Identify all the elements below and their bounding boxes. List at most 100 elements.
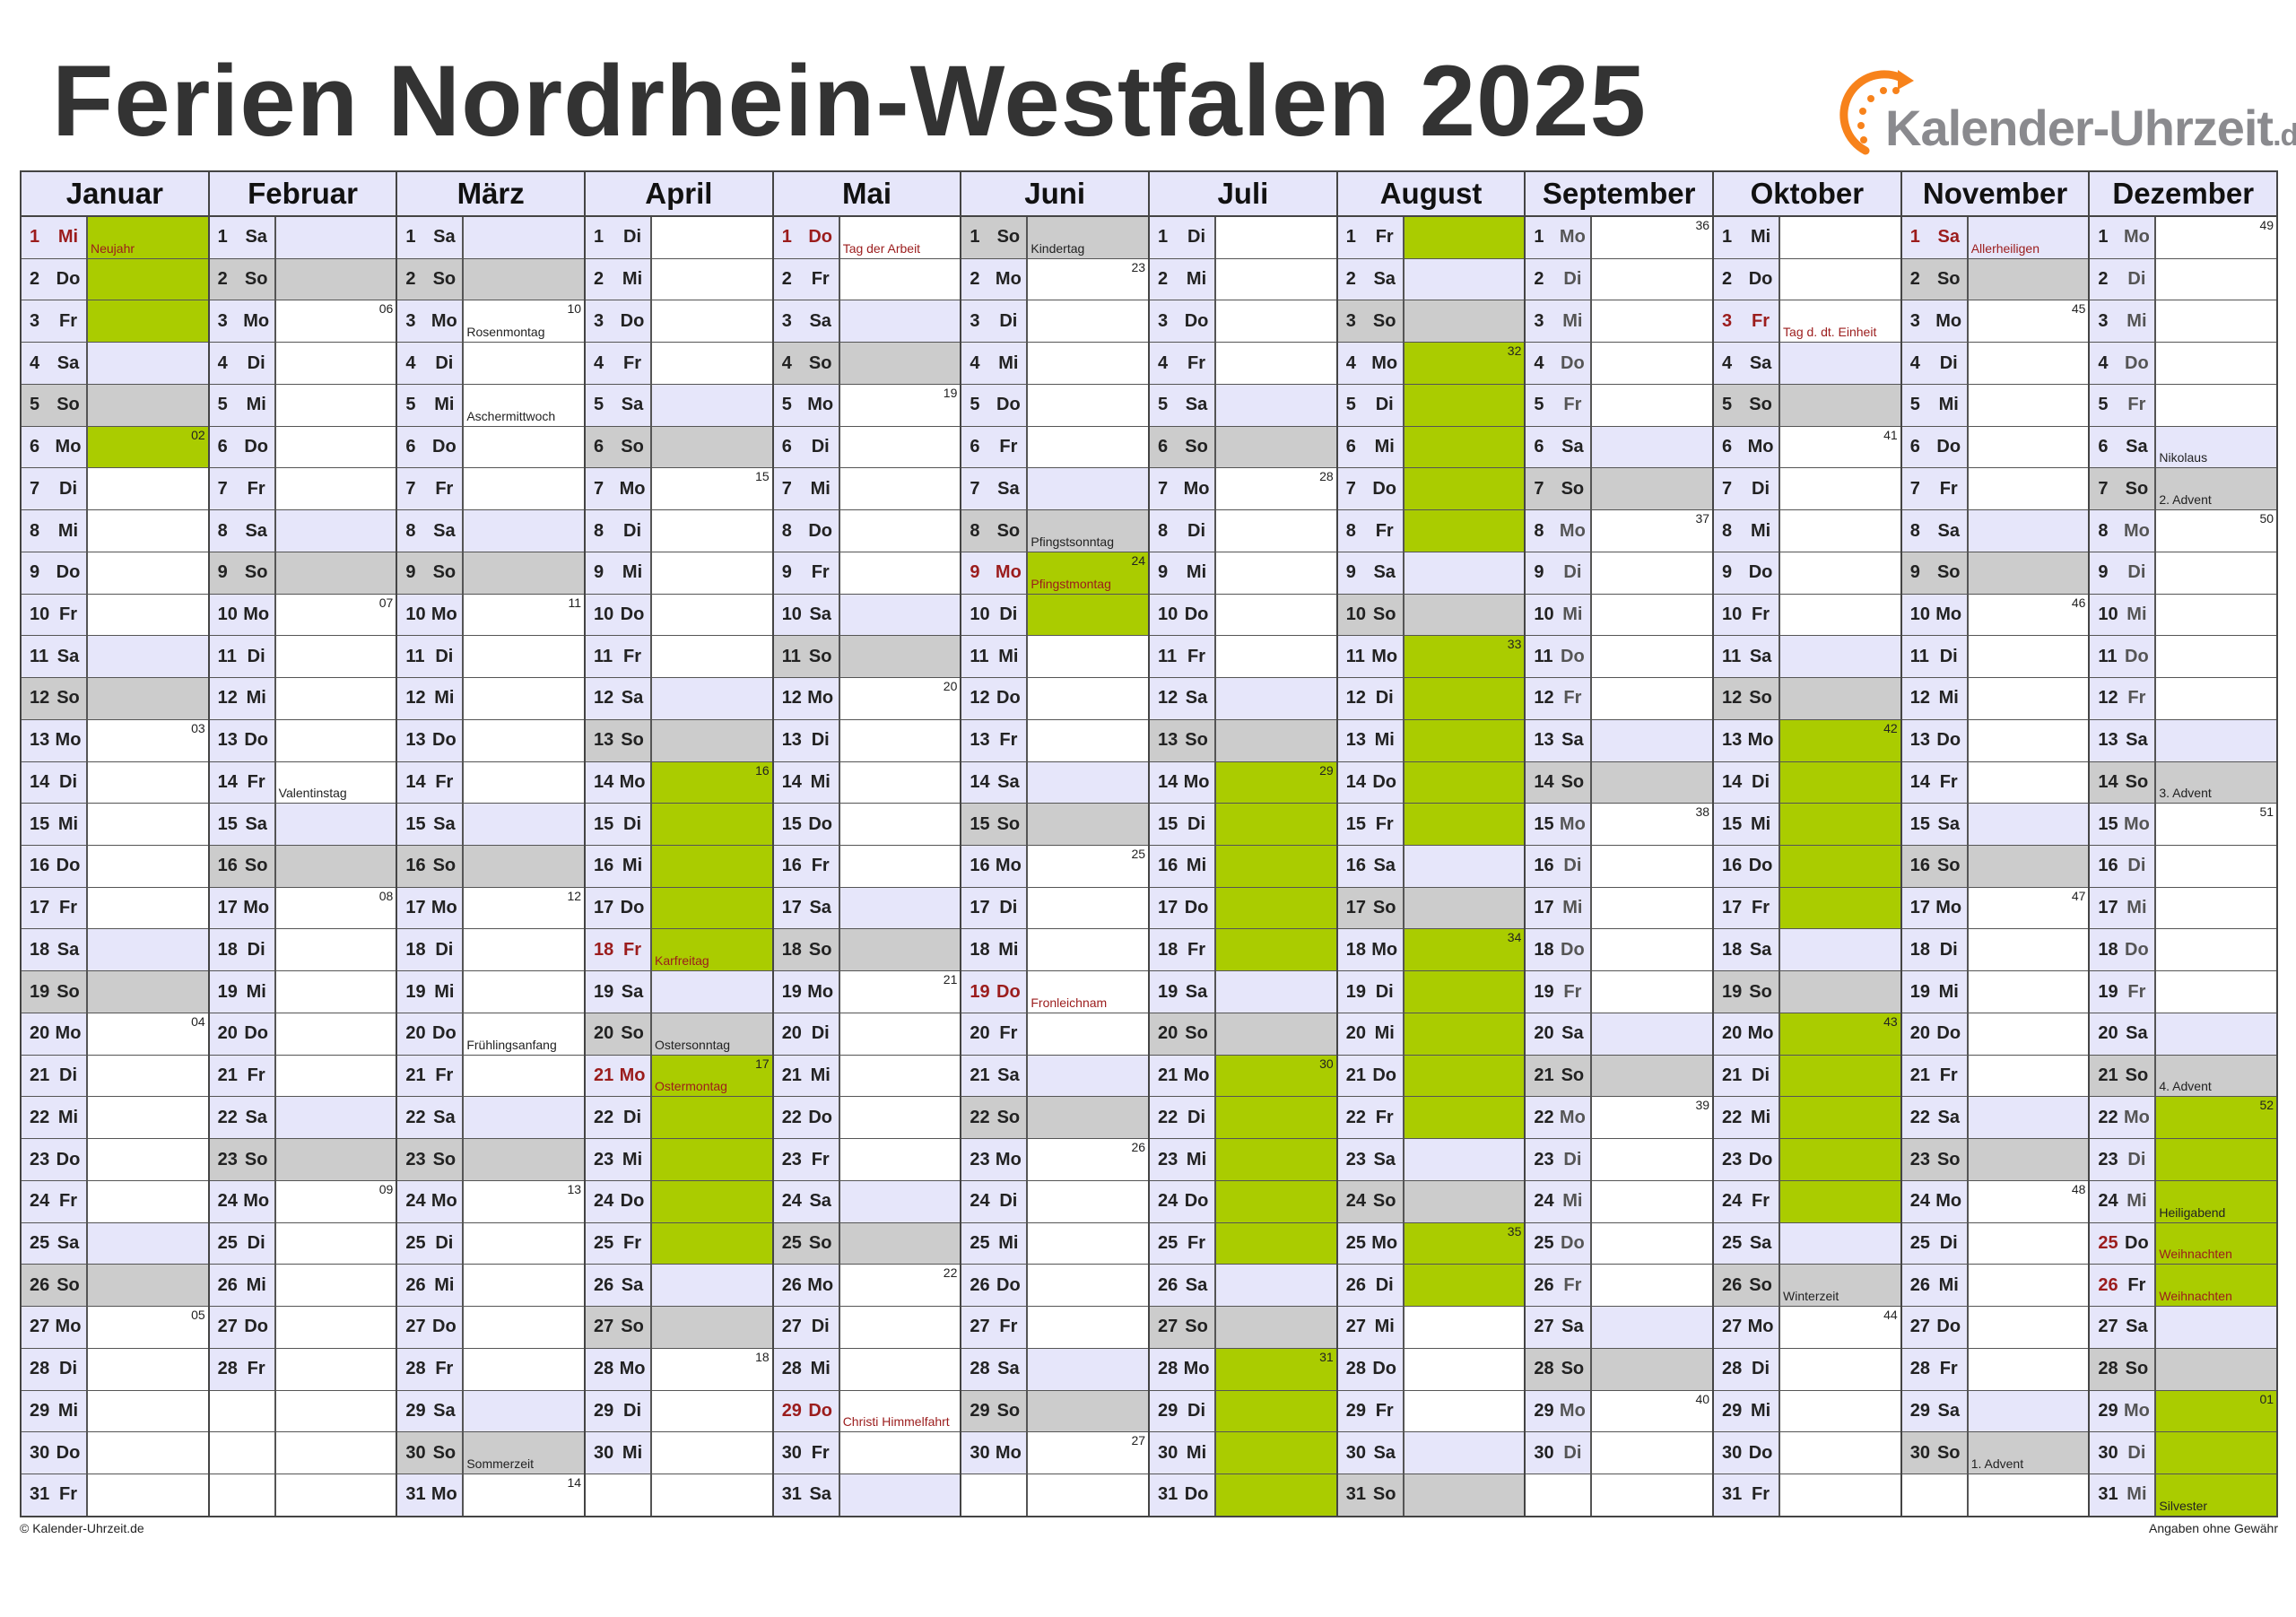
note-cell: 50 xyxy=(2156,510,2277,552)
day-cell: 21 Sa xyxy=(961,1055,1029,1097)
note-cell xyxy=(2156,929,2277,971)
weekday-label: Do xyxy=(1748,1149,1773,1169)
day-row: 4 Do xyxy=(1526,343,1713,385)
weekday-label: So xyxy=(2125,478,2149,499)
day-row: 17 Mi xyxy=(1526,887,1713,930)
day-number: 25 xyxy=(217,1232,238,1253)
day-cell: 11 Fr xyxy=(1150,636,1217,678)
day-number: 15 xyxy=(1158,813,1178,834)
logo-name: Kalender-Uhrzeit xyxy=(1885,100,2274,156)
day-number: 6 xyxy=(1909,437,1920,457)
weekday-label: So xyxy=(621,437,644,457)
day-row: 9 So xyxy=(209,552,396,595)
weekday-label: Mi xyxy=(1938,688,1959,709)
day-row: 6 Mi xyxy=(1337,426,1525,469)
day-number: 4 xyxy=(30,352,40,373)
day-number: 26 xyxy=(1909,1274,1930,1295)
day-row: 18 Sa xyxy=(22,929,208,972)
day-row: 21 Sa xyxy=(961,1055,1149,1098)
day-cell: 18 Di xyxy=(1901,929,1969,971)
note-cell xyxy=(88,384,208,426)
note-cell: Frühlingsanfang xyxy=(464,1013,585,1055)
day-number: 12 xyxy=(781,688,802,709)
day-number: 14 xyxy=(2098,771,2118,792)
day-number: 6 xyxy=(594,437,604,457)
note-cell xyxy=(1404,1390,1525,1432)
note-cell xyxy=(1968,1055,2089,1097)
day-number: 17 xyxy=(594,898,614,918)
day-number: 11 xyxy=(1534,646,1553,666)
weekday-label: Di xyxy=(2127,856,2146,876)
weekday-label: Sa xyxy=(2126,437,2148,457)
day-number: 1 xyxy=(2098,227,2109,248)
note-cell xyxy=(652,300,772,343)
holiday-label: Pfingstmontag xyxy=(1031,576,1111,591)
ferien-cell xyxy=(1404,1013,1525,1055)
day-cell: 25 Sa xyxy=(1714,1222,1781,1265)
weekday-label: Fr xyxy=(811,856,830,876)
day-cell: 15 Mo xyxy=(1526,804,1593,846)
weekday-label: Di xyxy=(1375,688,1394,709)
note-cell xyxy=(275,971,396,1013)
day-number: 5 xyxy=(2098,395,2109,415)
day-number: 13 xyxy=(970,730,990,751)
holiday-label: Karfreitag xyxy=(655,953,709,969)
day-row: 18 Fr Karfreitag xyxy=(586,929,772,972)
weekday-label: Mo xyxy=(1371,1232,1398,1253)
day-cell: 2 Mi xyxy=(1150,258,1217,300)
note-cell xyxy=(652,552,772,594)
weekday-label: Mo xyxy=(619,1359,646,1379)
week-number: 06 xyxy=(378,301,394,317)
note-cell xyxy=(1968,804,2089,846)
day-row: 30 Sa xyxy=(1337,1432,1525,1475)
note-cell xyxy=(464,468,585,510)
day-cell: 2 Sa xyxy=(1337,258,1405,300)
day-row: 10 Do xyxy=(586,594,772,637)
note-cell xyxy=(1968,510,2089,552)
day-row: 4 Fr xyxy=(586,343,772,385)
weekday-label: So xyxy=(1185,1317,1208,1337)
day-number: 7 xyxy=(1345,478,1356,499)
day-row: 14 Mo 29 xyxy=(1150,761,1336,804)
day-row: 19 Sa xyxy=(586,971,772,1013)
weekday-label: Mi xyxy=(1562,1191,1583,1212)
note-cell xyxy=(464,804,585,846)
note-cell xyxy=(839,719,961,761)
weekday-label: Di xyxy=(1563,1149,1582,1169)
day-cell: 22 Sa xyxy=(1901,1097,1969,1139)
note-cell xyxy=(464,1097,585,1139)
day-row: 22 Sa xyxy=(209,1097,396,1140)
note-cell xyxy=(88,1432,208,1474)
day-number: 15 xyxy=(1345,813,1366,834)
weekday-label: Mi xyxy=(2126,1484,2147,1505)
weekday-label: Do xyxy=(996,981,1021,1002)
weekday-label: Di xyxy=(1939,1232,1958,1253)
day-cell: 14 Fr xyxy=(1901,761,1969,804)
day-row: 15 Sa xyxy=(397,804,585,847)
weekday-label: Sa xyxy=(1185,395,1208,415)
day-number: 28 xyxy=(1534,1359,1554,1379)
note-cell xyxy=(2156,258,2277,300)
day-cell: 8 Mi xyxy=(1714,510,1781,552)
weekday-label: Do xyxy=(996,395,1021,415)
note-cell xyxy=(1968,1097,2089,1139)
day-row: 2 So xyxy=(209,258,396,301)
weekday-label: Sa xyxy=(1185,981,1208,1002)
day-row: 30 Di xyxy=(2090,1432,2277,1475)
day-number: 27 xyxy=(594,1317,614,1337)
note-cell: 40 xyxy=(1592,1390,1713,1432)
month-column: März 1 Sa 2 So 3 Mo 10 Rosenmontag 4 Di 5 Mi Aschermi… xyxy=(397,172,587,1516)
day-number: 16 xyxy=(217,856,238,876)
weekday-label: Mo xyxy=(1559,1107,1586,1127)
weekday-label: Mo xyxy=(1935,604,1962,624)
weekday-label: Mo xyxy=(430,604,457,624)
note-cell xyxy=(1216,1013,1336,1055)
day-cell: 12 Mo xyxy=(773,678,840,719)
ferien-cell xyxy=(1404,761,1525,804)
day-number: 20 xyxy=(217,1023,238,1044)
day-number: 29 xyxy=(2098,1400,2118,1421)
day-cell: 3 Mi xyxy=(2090,300,2157,343)
day-row: 7 Mi xyxy=(773,468,961,511)
note-cell: Sommerzeit xyxy=(464,1432,585,1474)
day-row: 6 So xyxy=(586,426,772,469)
